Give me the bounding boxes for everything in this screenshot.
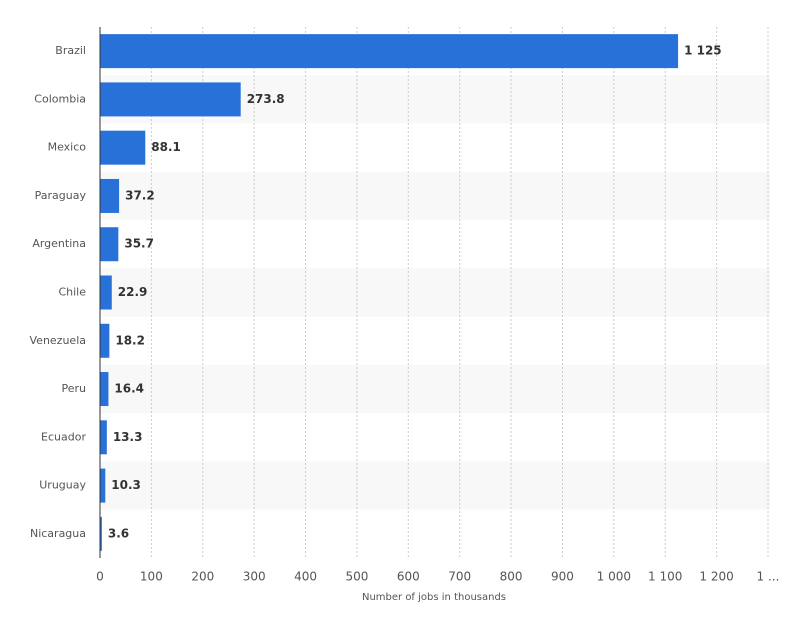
bar	[100, 82, 241, 117]
x-tick-label: 100	[140, 570, 163, 584]
value-label: 1 125	[684, 44, 722, 58]
row-band	[100, 461, 770, 510]
row-band	[100, 268, 770, 317]
y-tick-label: Mexico	[48, 141, 87, 154]
x-tick-label: 1 200	[699, 570, 733, 584]
x-tick-label: 200	[191, 570, 214, 584]
value-label: 35.7	[124, 237, 154, 251]
x-tick-label: 800	[500, 570, 523, 584]
row-band	[100, 364, 770, 414]
value-label: 3.6	[108, 526, 129, 540]
x-tick-label: 1 000	[597, 570, 631, 584]
x-tick-label: 400	[294, 570, 317, 584]
x-tick-label: 900	[551, 570, 574, 584]
y-tick-label: Colombia	[34, 92, 86, 105]
row-band	[100, 171, 770, 221]
bar	[100, 130, 146, 165]
value-label: 88.1	[151, 140, 181, 154]
y-tick-label: Paraguay	[35, 189, 87, 202]
bar	[100, 420, 107, 455]
y-tick-label: Nicaragua	[30, 527, 86, 540]
bar	[100, 34, 679, 69]
y-tick-label: Peru	[61, 382, 86, 395]
y-tick-label: Brazil	[55, 44, 86, 57]
x-tick-label: 1 100	[648, 570, 682, 584]
x-tick-label: 300	[243, 570, 266, 584]
y-tick-label: Uruguay	[39, 479, 86, 492]
bar	[100, 468, 106, 503]
value-label: 22.9	[118, 285, 148, 299]
x-tick-label: 500	[345, 570, 368, 584]
value-label: 16.4	[114, 382, 144, 396]
bar	[100, 227, 119, 262]
x-axis-label: Number of jobs in thousands	[362, 592, 506, 603]
bar	[100, 275, 112, 310]
value-label: 18.2	[115, 333, 145, 347]
bar	[100, 178, 120, 213]
y-tick-label: Argentina	[32, 237, 86, 250]
y-tick-label: Chile	[58, 286, 86, 299]
x-tick-label: 1 ...	[757, 570, 780, 584]
x-tick-label: 600	[397, 570, 420, 584]
value-label: 13.3	[113, 430, 143, 444]
value-label: 10.3	[111, 478, 141, 492]
y-tick-label: Venezuela	[30, 334, 87, 347]
bar	[100, 372, 109, 407]
x-tick-label: 0	[96, 570, 104, 584]
bar	[100, 323, 110, 358]
y-tick-label: Ecuador	[41, 430, 86, 443]
value-label: 273.8	[247, 92, 285, 106]
value-label: 37.2	[125, 188, 155, 202]
x-tick-label: 700	[448, 570, 471, 584]
bar	[100, 516, 102, 551]
